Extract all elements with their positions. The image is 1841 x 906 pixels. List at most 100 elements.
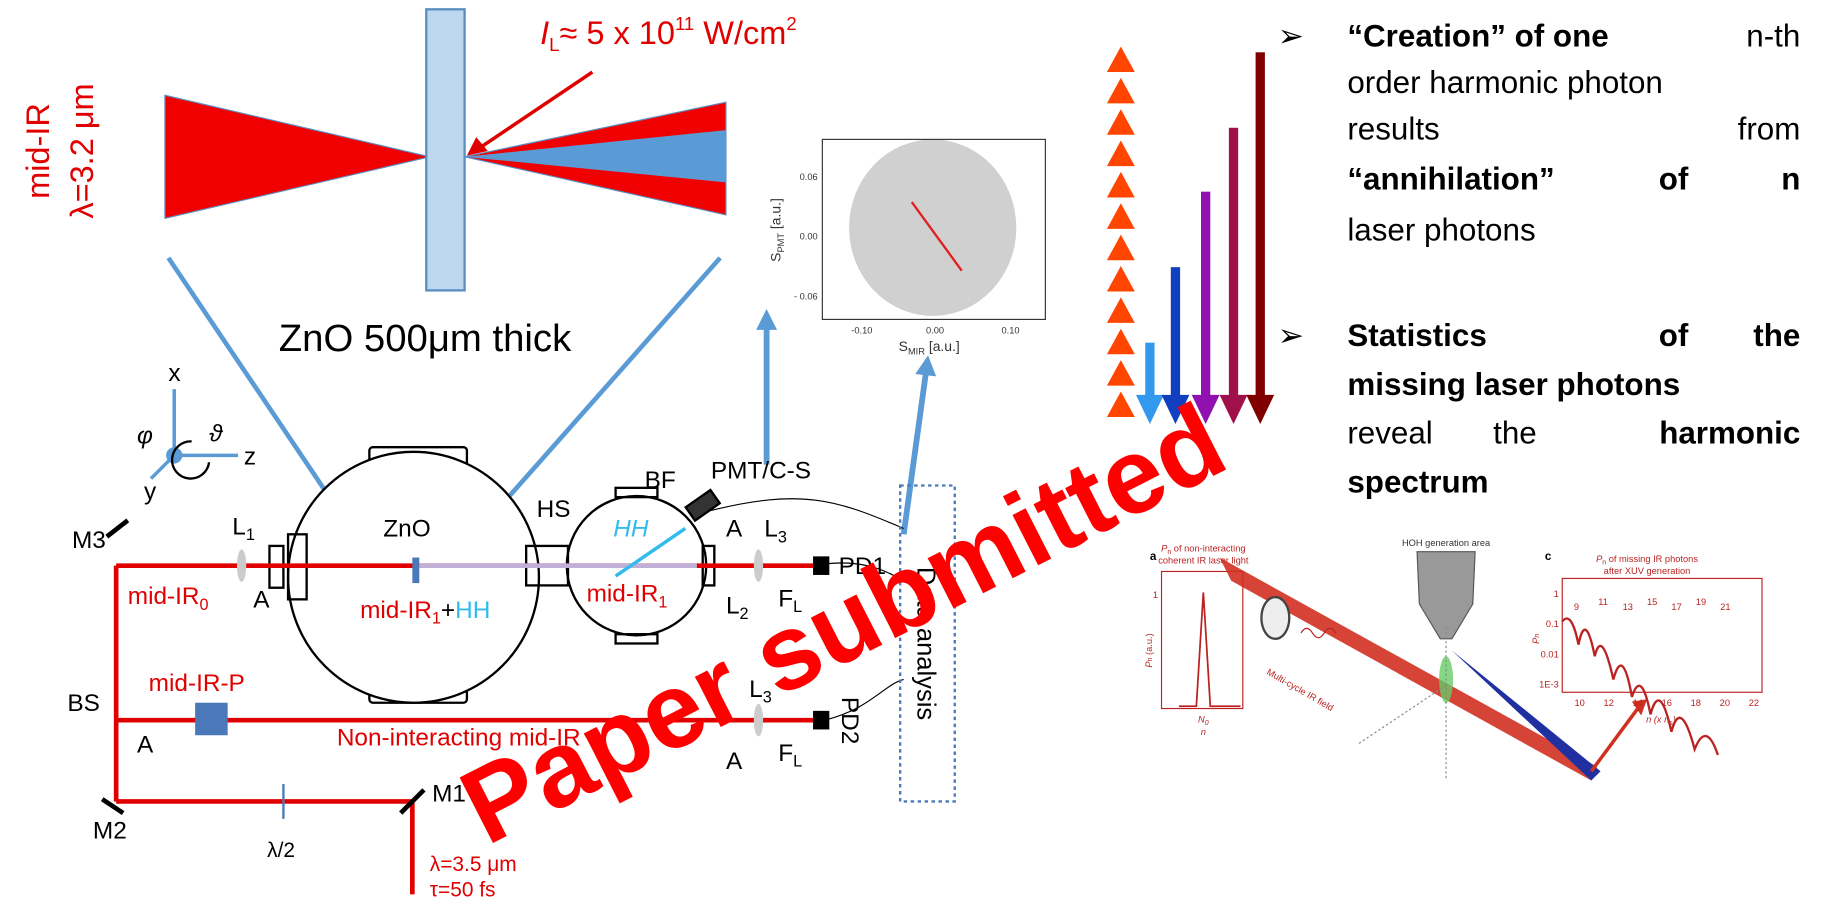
y-axis-label: Pn [1531,634,1541,644]
bullet-line: laser photons [1347,212,1535,247]
zno-crystal [412,558,419,584]
photon [1107,203,1135,229]
x-tick-label: 14 [1633,698,1643,708]
bullet-run: reveal [1347,416,1432,451]
panel-title: Pn of non-interacting [1161,544,1245,556]
peak-label: 17 [1671,602,1681,612]
bullet-run: the [1753,318,1800,353]
bullet-line: order harmonic photon [1347,65,1663,100]
label: A [726,516,743,543]
bullet-run: n [1781,161,1800,196]
zno-plate [426,9,464,290]
panel-title: Pn of missing IR photons [1596,554,1698,566]
label: PMT/C-S [711,458,811,485]
peak-label: 21 [1720,602,1730,612]
y-tick-label: 1E-3 [1539,680,1559,690]
input-beam [165,95,430,218]
bullet-run: from [1738,111,1801,146]
peak-label: 19 [1696,597,1706,607]
y-tick-label: 0.1 [1546,619,1559,629]
link-arrow [904,374,926,534]
axis-label: x [168,360,180,387]
label: L1 [232,513,255,544]
label: mid-IR0 [128,583,209,614]
x-axis-label: SMIR [a.u.] [899,338,960,356]
y-tick-label: 0.00 [800,231,818,241]
bullet-run: harmonic [1659,416,1800,451]
harmonic-arrow-head [1220,395,1248,424]
bullet-run: of [1659,318,1689,353]
bullet-run: spectrum [1347,464,1488,499]
axis-label: φ [137,423,153,450]
y-tick-label: 0.06 [800,172,818,182]
label: PD2 [836,697,863,744]
y-tick-label: - 0.06 [794,292,818,302]
wavelength-line1: mid-IR [20,103,56,199]
panel-title: coherent IR laser light [1158,555,1249,565]
harmonic-arrow [1145,343,1154,401]
bullet-line: spectrum [1347,464,1488,499]
detector [813,711,829,730]
bullet-run: laser photons [1347,212,1535,247]
x-axis-label: n (x ns) [1646,714,1676,726]
x-tick-label: 18 [1691,698,1701,708]
peak-label: 15 [1647,597,1657,607]
axis-label: y [144,478,157,505]
bullet-run: order harmonic photon [1347,65,1663,100]
photon [1107,266,1135,292]
bullet-symbol: ➢ [1278,318,1304,353]
x-tick-label: N0 [1198,714,1209,726]
scatter-cloud [849,139,1016,316]
harmonic-arrow [1201,192,1210,401]
x-tick-label: 0.00 [926,325,944,335]
label: mid-IR-P [149,670,245,697]
label: τ=50 fs [430,879,496,902]
label: ZnO [383,516,430,543]
x-tick-label: 22 [1749,698,1759,708]
lens [754,549,763,582]
peak-label: 11 [1598,597,1608,607]
power-meter [195,703,228,736]
label: M3 [72,527,106,554]
y-tick-label: 1 [1554,589,1559,599]
bullet-run: of [1659,161,1689,196]
peak-label: 13 [1623,602,1633,612]
harmonic-arrow [1229,128,1238,401]
x-tick-label: -0.10 [851,325,872,335]
field-label: Multi-cycle IR field [1265,667,1335,713]
label: A [253,586,270,613]
harmonic-arrow [1256,52,1265,400]
paper-submitted-stamp: Paper submitted [443,380,1243,867]
photon [1107,172,1135,198]
x-tick-label: 10 [1574,698,1584,708]
label: A [137,732,154,759]
arrow-head [915,355,936,376]
intensity: IL≈ 5 x 1011 W/cm2 [540,13,797,55]
label: BS [67,690,100,717]
bullet-run: the [1493,416,1537,451]
bullet-run: missing laser photons [1347,367,1680,402]
photon [1107,141,1135,167]
label: A [726,748,743,775]
sample-label: ZnO 500μm thick [279,317,572,360]
y-axis-label: Pn (a.u.) [1144,633,1154,667]
label: mid-IR1+HH [360,597,490,628]
label: HS [537,496,571,523]
axis-label: z [244,444,256,471]
peak-label: 9 [1574,602,1579,612]
x-axis-label: n [1201,727,1206,737]
y-tick-label: 1 [1153,590,1158,600]
x-tick-label: 20 [1720,698,1730,708]
photon-diagram [1107,46,1274,423]
y-axis-label: SPMT [a.u.] [768,198,786,262]
label: HH [613,516,649,543]
axis-label: ϑ [209,420,224,447]
photon [1107,360,1135,386]
harmonic-arrow-head [1246,395,1274,424]
panel-title: after XUV generation [1604,566,1691,576]
x-tick-label: 16 [1662,698,1672,708]
wavelength-line2: λ=3.2 μm [64,83,100,218]
bullet-run: “annihilation” [1347,161,1554,196]
x-tick-label: 0.10 [1001,325,1019,335]
